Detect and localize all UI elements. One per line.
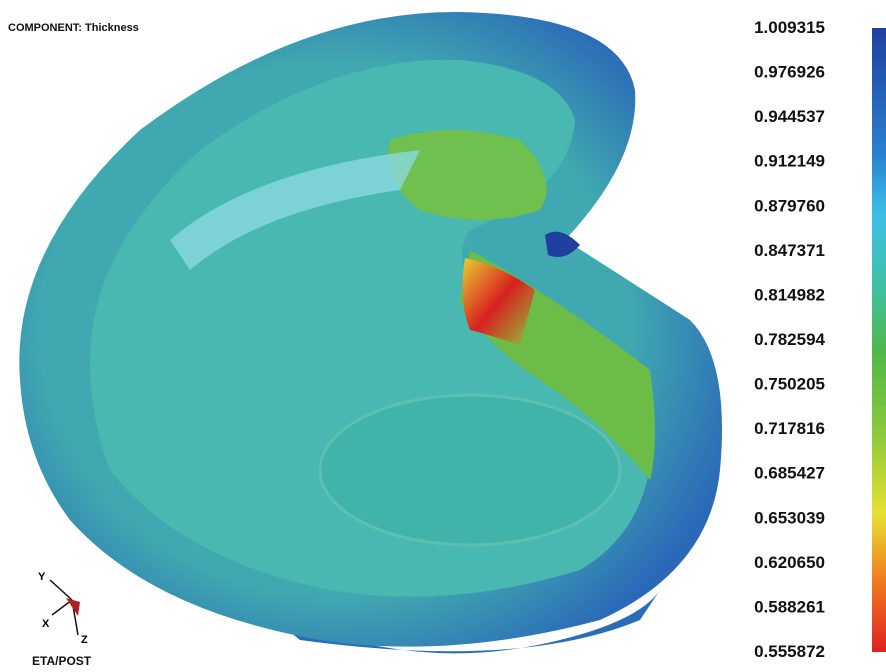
legend-label: 0.976926 — [754, 63, 825, 82]
legend-label: 0.782594 — [754, 330, 825, 349]
triad-axis — [50, 580, 72, 600]
legend-label: 0.847371 — [754, 241, 825, 260]
contour-view: COMPONENT: Thickness Y X Z ETA/POST 1.00… — [0, 0, 886, 672]
legend-label: 0.717816 — [754, 419, 825, 438]
legend-label: 0.944537 — [754, 107, 825, 126]
legend-label: 0.750205 — [754, 375, 825, 394]
legend-label: 0.588261 — [754, 597, 825, 616]
legend-label: 0.814982 — [754, 285, 825, 304]
part-dome — [320, 395, 620, 545]
triad-y: Y — [38, 571, 46, 583]
axis-triad: Y X Z — [38, 571, 88, 646]
triad-z: Z — [81, 634, 88, 646]
legend-label: 0.685427 — [754, 464, 825, 483]
brand: ETA/POST — [32, 654, 92, 668]
viewport: COMPONENT: Thickness Y X Z ETA/POST 1.00… — [0, 0, 886, 672]
legend-label: 1.009315 — [754, 18, 825, 37]
legend-label: 0.555872 — [754, 642, 825, 661]
component-title: COMPONENT: Thickness — [8, 22, 139, 34]
legend-label: 0.912149 — [754, 152, 825, 171]
legend-label: 0.879760 — [754, 196, 825, 215]
colorbar — [872, 28, 886, 652]
legend-label: 0.653039 — [754, 508, 825, 527]
triad-marker — [66, 598, 80, 616]
triad-x: X — [42, 618, 50, 630]
legend-label: 0.620650 — [754, 553, 825, 572]
